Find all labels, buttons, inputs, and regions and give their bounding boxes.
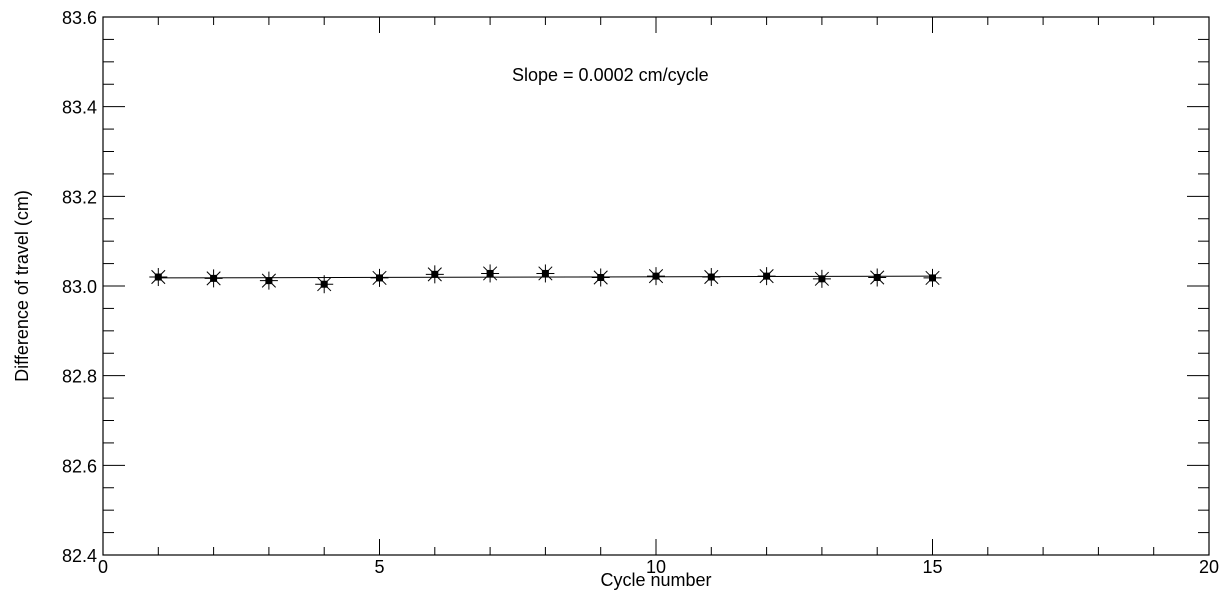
x-axis-title: Cycle number — [600, 570, 711, 590]
data-point — [204, 269, 223, 288]
x-tick-label: 10 — [646, 557, 666, 577]
data-point — [591, 268, 610, 287]
y-axis-title: Difference of travel (cm) — [12, 190, 32, 382]
y-tick-label: 83.4 — [62, 98, 97, 118]
data-point — [757, 267, 776, 286]
y-tick-label: 83.2 — [62, 187, 97, 207]
data-point — [425, 265, 444, 284]
y-tick-label: 82.6 — [62, 456, 97, 476]
x-tick-label: 0 — [98, 557, 108, 577]
data-point — [647, 267, 665, 286]
x-tick-label: 5 — [374, 557, 384, 577]
data-point — [812, 269, 831, 288]
data-points — [149, 264, 942, 294]
x-tick-label: 20 — [1199, 557, 1219, 577]
slope-annotation: Slope = 0.0002 cm/cycle — [512, 65, 709, 85]
data-point — [868, 268, 887, 287]
data-point — [149, 268, 168, 287]
axis-ticks — [102, 16, 1210, 556]
data-point — [702, 268, 721, 287]
x-tick-label: 15 — [922, 557, 942, 577]
data-point — [315, 275, 334, 294]
data-point — [923, 268, 942, 287]
data-point — [259, 271, 278, 290]
y-tick-label: 83.0 — [62, 277, 97, 297]
data-point — [370, 268, 389, 287]
data-point — [536, 264, 555, 283]
y-tick-label: 82.8 — [62, 367, 97, 387]
axis-tick-labels: 0 5 10 15 20 82.4 82.6 82.8 83.0 83.2 83.4 83.6 — [62, 8, 1219, 577]
y-tick-label: 83.6 — [62, 8, 97, 28]
y-tick-label: 82.4 — [62, 546, 97, 566]
data-point — [481, 264, 500, 283]
